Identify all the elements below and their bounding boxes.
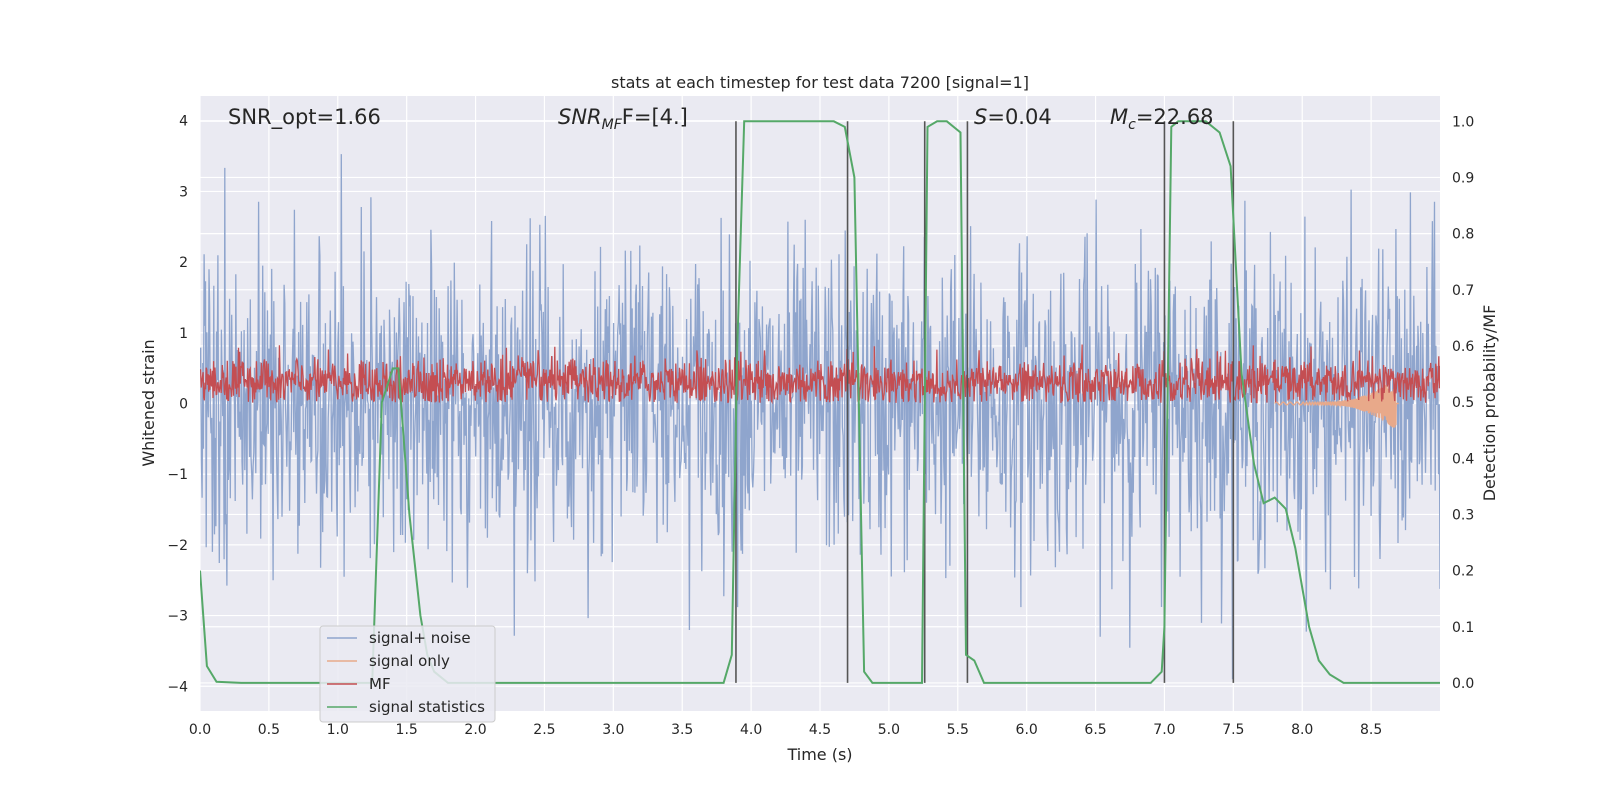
x-tick-label: 1.5 bbox=[396, 722, 418, 738]
x-tick-label: 0.0 bbox=[189, 722, 211, 738]
legend-label-noise: signal+ noise bbox=[369, 629, 471, 647]
x-tick-label: 0.5 bbox=[258, 722, 280, 738]
annotation-s-rest: =0.04 bbox=[987, 105, 1051, 129]
y-axis-label-right: Detection probability/MF bbox=[1480, 305, 1499, 502]
y-left-tick-label: −2 bbox=[167, 538, 188, 554]
annotation-s: S=0.04 bbox=[974, 105, 1052, 129]
legend-label-stats: signal statistics bbox=[369, 698, 485, 716]
tick-layer: 0.0 0.5 1.0 1.5 2.0 2.5 3.0 3.5 4.0 4.5 5.0 5.5 6.0 6… bbox=[167, 114, 1474, 738]
x-tick-label: 3.0 bbox=[602, 722, 624, 738]
y-left-tick-label: 4 bbox=[179, 114, 188, 130]
x-tick-label: 7.5 bbox=[1222, 722, 1244, 738]
legend-box bbox=[319, 625, 496, 723]
signal-only-series bbox=[1274, 382, 1399, 428]
x-tick-label: 4.0 bbox=[740, 722, 762, 738]
x-tick-label: 6.5 bbox=[1084, 722, 1106, 738]
annotation-snr-mf-sub: MF bbox=[602, 117, 623, 133]
y-left-tick-label: 0 bbox=[179, 397, 188, 413]
signal-statistics-series bbox=[200, 120, 1440, 684]
x-tick-label: 3.5 bbox=[671, 722, 693, 738]
y-left-tick-label: −3 bbox=[167, 609, 188, 625]
x-tick-label: 5.0 bbox=[878, 722, 900, 738]
x-tick-label: 7.0 bbox=[1153, 722, 1175, 738]
x-tick-label: 2.5 bbox=[533, 722, 555, 738]
y-right-tick-label: 0.7 bbox=[1452, 283, 1474, 299]
y-right-tick-label: 0.6 bbox=[1452, 339, 1474, 355]
x-tick-label: 8.0 bbox=[1291, 722, 1313, 738]
x-tick-label: 2.0 bbox=[464, 722, 486, 738]
y-left-tick-label: 1 bbox=[179, 326, 188, 342]
y-axis-label-left: Whitened strain bbox=[139, 339, 158, 466]
legend-label-mf: MF bbox=[369, 675, 391, 693]
x-tick-label: 1.0 bbox=[327, 722, 349, 738]
annotation-s-main: S bbox=[974, 105, 987, 129]
y-right-tick-label: 0.5 bbox=[1452, 395, 1474, 411]
annotation-snr-opt: SNR_opt=1.66 bbox=[228, 105, 381, 130]
annotation-mc: Mc=22.68 bbox=[1110, 105, 1214, 133]
annotation-mc-main: M bbox=[1110, 105, 1128, 129]
chart-title: stats at each timestep for test data 720… bbox=[611, 73, 1029, 92]
y-left-tick-label: −4 bbox=[167, 679, 188, 695]
signal-statistics-line bbox=[200, 120, 1440, 684]
annotation-mc-rest: =22.68 bbox=[1136, 105, 1214, 129]
x-tick-label: 8.5 bbox=[1360, 722, 1382, 738]
x-axis-label: Time (s) bbox=[786, 745, 852, 764]
y-left-tick-label: 2 bbox=[179, 255, 188, 271]
legend-label-signal: signal only bbox=[369, 652, 450, 670]
annotation-snr-mf: SNRMFF=[4.] bbox=[558, 105, 688, 133]
annotation-snr-mf-rest: F=[4.] bbox=[622, 105, 688, 129]
legend: signal+ noise signal only MF signal stat… bbox=[319, 625, 496, 723]
y-right-tick-label: 0.0 bbox=[1452, 676, 1474, 692]
x-tick-label: 6.0 bbox=[1016, 722, 1038, 738]
y-left-tick-label: −1 bbox=[167, 467, 188, 483]
y-right-tick-label: 0.1 bbox=[1452, 620, 1474, 636]
y-right-tick-label: 1.0 bbox=[1452, 114, 1474, 130]
y-right-tick-label: 0.9 bbox=[1452, 170, 1474, 186]
annotation-snr-mf-main: SNR bbox=[558, 105, 602, 129]
y-left-tick-label: 3 bbox=[179, 184, 188, 200]
annotation-mc-sub: c bbox=[1128, 117, 1136, 133]
y-right-tick-label: 0.8 bbox=[1452, 227, 1474, 243]
y-right-tick-label: 0.4 bbox=[1452, 451, 1474, 467]
x-tick-label: 5.5 bbox=[947, 722, 969, 738]
x-tick-label: 4.5 bbox=[809, 722, 831, 738]
signal-only-line bbox=[1274, 382, 1399, 428]
y-right-tick-label: 0.2 bbox=[1452, 564, 1474, 580]
y-right-tick-label: 0.3 bbox=[1452, 507, 1474, 523]
